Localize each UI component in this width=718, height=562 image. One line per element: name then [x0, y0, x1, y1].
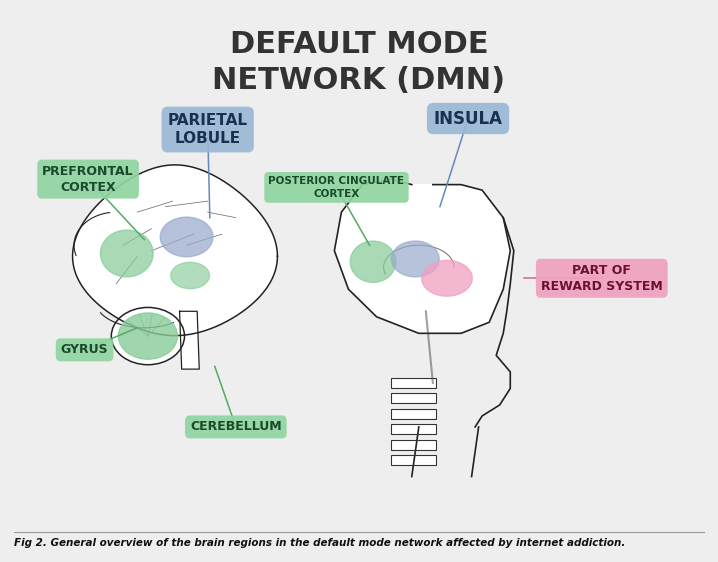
Text: POSTERIOR CINGULATE
CORTEX: POSTERIOR CINGULATE CORTEX [269, 176, 404, 198]
Text: PART OF
REWARD SYSTEM: PART OF REWARD SYSTEM [541, 264, 663, 293]
Text: PREFRONTAL
CORTEX: PREFRONTAL CORTEX [42, 165, 134, 194]
Bar [391, 393, 437, 404]
Ellipse shape [160, 217, 213, 257]
Text: INSULA: INSULA [434, 110, 503, 128]
Text: GYRUS: GYRUS [61, 343, 108, 356]
Polygon shape [180, 311, 200, 369]
Polygon shape [335, 179, 510, 333]
Text: Fig 2. General overview of the brain regions in the default mode network affecte: Fig 2. General overview of the brain reg… [14, 538, 625, 547]
Bar [391, 393, 437, 404]
Circle shape [111, 307, 185, 365]
Circle shape [118, 313, 177, 359]
Text: PARIETAL
LOBULE: PARIETAL LOBULE [168, 113, 248, 146]
Bar [391, 424, 437, 434]
Ellipse shape [350, 241, 396, 282]
Bar [391, 409, 437, 419]
Bar [391, 409, 437, 419]
Bar [391, 455, 437, 465]
Bar [391, 424, 437, 434]
Text: DEFAULT MODE
NETWORK (DMN): DEFAULT MODE NETWORK (DMN) [213, 30, 505, 96]
Bar [391, 378, 437, 388]
Ellipse shape [101, 230, 153, 277]
Ellipse shape [171, 262, 210, 289]
Bar [391, 439, 437, 450]
Ellipse shape [391, 241, 439, 277]
Bar [391, 378, 437, 388]
Polygon shape [73, 165, 277, 336]
Bar [391, 439, 437, 450]
Text: CEREBELLUM: CEREBELLUM [190, 420, 281, 433]
Ellipse shape [421, 260, 472, 296]
Bar [391, 455, 437, 465]
